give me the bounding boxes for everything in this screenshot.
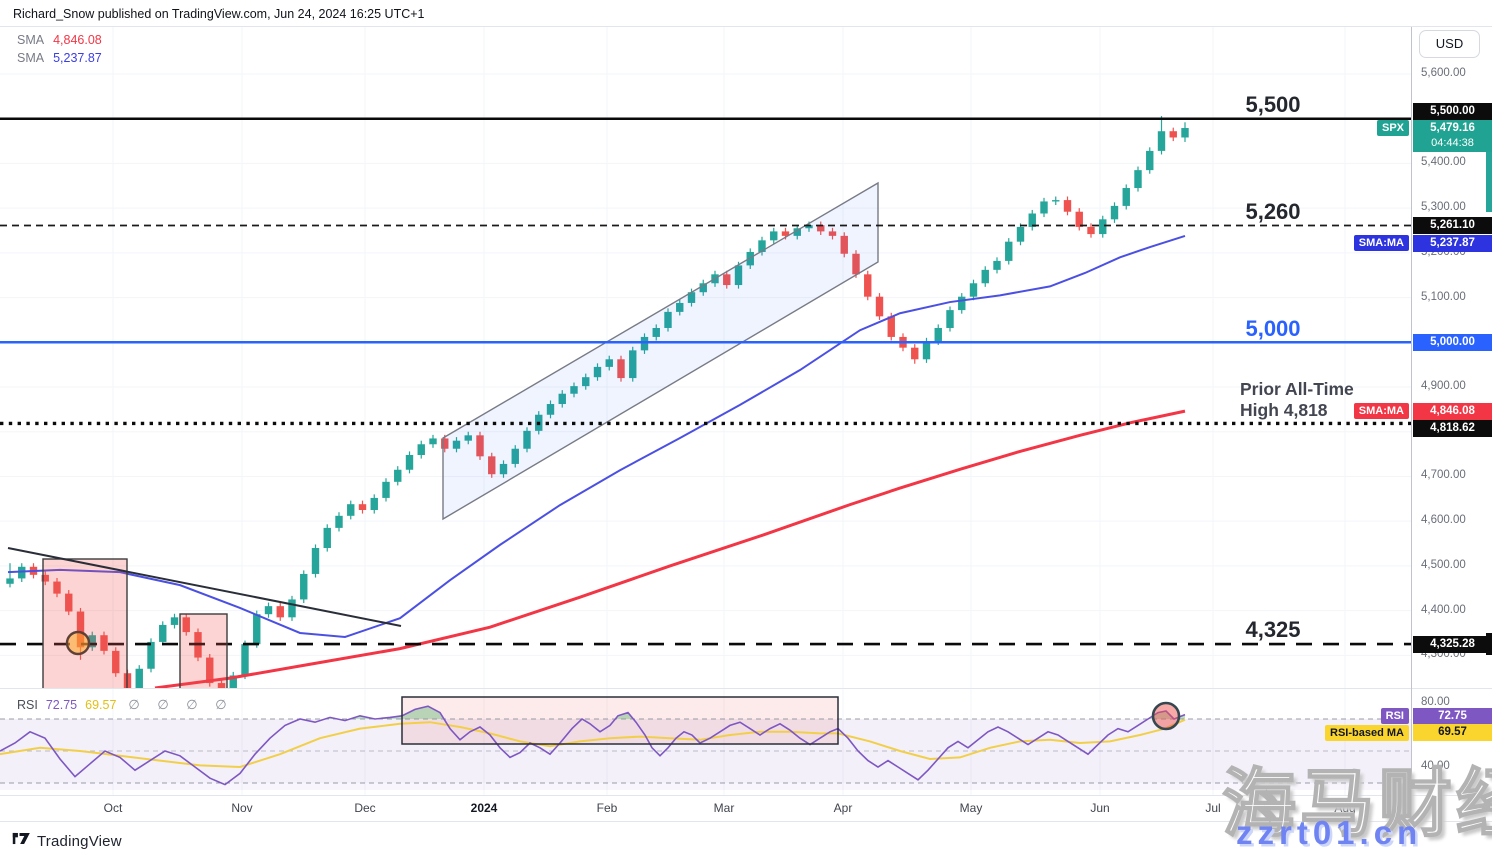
currency-button[interactable]: USD xyxy=(1419,30,1480,58)
level-label-4325: 4,325 xyxy=(1245,617,1301,642)
level-label-5260: 5,260 xyxy=(1245,199,1301,224)
price-axis-divider xyxy=(1411,27,1412,821)
rsi-timeaxis-divider xyxy=(0,795,1492,796)
sma-fast-label: SMA xyxy=(17,51,45,65)
level-label-prior-ath-line1: Prior All-Time xyxy=(1240,379,1354,399)
tradingview-branding[interactable]: TradingView xyxy=(12,829,122,853)
watermark-url: zzrt01.cn xyxy=(1236,814,1423,851)
indicator-legend: SMA 4,846.08 SMA 5,237.87 xyxy=(17,33,102,69)
rsi-value: 72.75 xyxy=(45,698,78,712)
sma-fast-value: 5,237.87 xyxy=(53,51,102,65)
timeaxis-bottom-divider xyxy=(0,821,1492,822)
price-rsi-divider[interactable] xyxy=(0,688,1492,689)
tradingview-brand-text: TradingView xyxy=(37,832,122,850)
published-byline: Richard_Snow published on TradingView.co… xyxy=(13,7,425,21)
sma-slow-value: 4,846.08 xyxy=(53,33,102,47)
level-label-prior-ath-line2: High 4,818 xyxy=(1240,400,1328,420)
sma-slow-label: SMA xyxy=(17,33,45,47)
rsi-legend-row[interactable]: RSI 72.75 69.57 ∅ ∅ ∅ ∅ xyxy=(17,697,234,713)
sma-slow-legend-row[interactable]: SMA 4,846.08 xyxy=(17,33,102,51)
sma-fast-legend-row[interactable]: SMA 5,237.87 xyxy=(17,51,102,69)
watermark-chinese: 海马财经 xyxy=(1221,761,1492,846)
tradingview-logo-icon xyxy=(12,829,31,853)
level-label-5000: 5,000 xyxy=(1245,316,1301,341)
rsi-label: RSI xyxy=(17,698,38,712)
rsi-empty-params: ∅ ∅ ∅ ∅ xyxy=(128,697,234,712)
title-divider xyxy=(0,26,1492,27)
level-label-5500: 5,500 xyxy=(1245,92,1301,117)
rsi-ma-value: 69.57 xyxy=(85,698,117,712)
